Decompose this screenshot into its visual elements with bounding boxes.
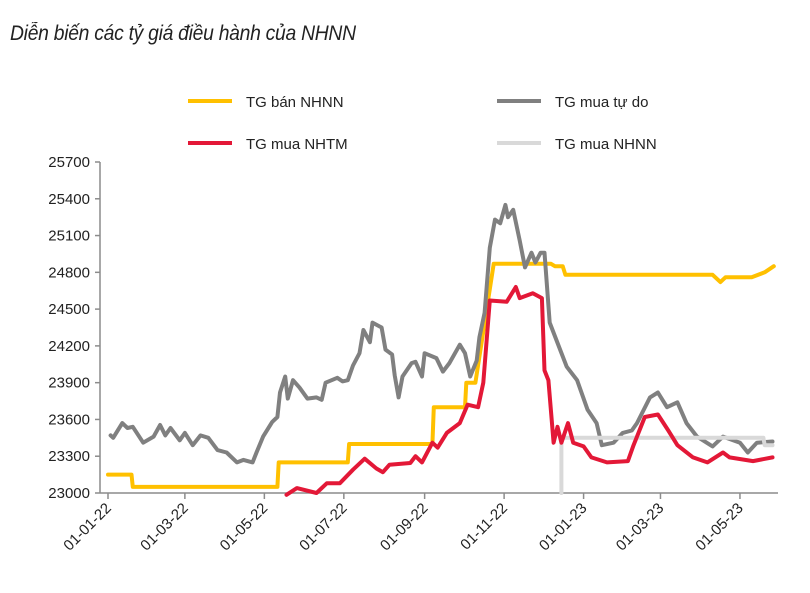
y-tick-label: 23300 — [48, 448, 90, 465]
x-tick-label: 01-05-23 — [692, 500, 746, 554]
series-line-1 — [106, 261, 776, 489]
y-tick-label: 24800 — [48, 264, 90, 281]
legend-label: TG bán NHNN — [246, 94, 344, 111]
x-tick-label: 01-09-22 — [377, 500, 431, 554]
x-tick-label: 01-05-22 — [217, 500, 271, 554]
y-tick-label: 23600 — [48, 411, 90, 428]
series-line-3 — [284, 285, 775, 497]
y-tick-label: 23000 — [48, 485, 90, 502]
legend-label: TG mua NHTM — [246, 136, 348, 153]
y-tick-label: 23900 — [48, 375, 90, 392]
chart-title: Diễn biến các tỷ giá điều hành của NHNN — [10, 22, 356, 45]
y-tick-label: 25400 — [48, 191, 90, 208]
y-tick-label: 24200 — [48, 338, 90, 355]
x-tick-label: 01-07-22 — [296, 500, 350, 554]
series-line-4 — [559, 435, 775, 495]
x-tick-label: 01-03-23 — [613, 500, 667, 554]
y-tick-label: 24500 — [48, 301, 90, 318]
legend-label: TG mua tự do — [555, 94, 648, 111]
x-tick-label: 01-11-22 — [457, 500, 511, 554]
x-tick-label: 01-01-23 — [536, 500, 590, 554]
legend-label: TG mua NHNN — [555, 136, 657, 153]
x-tick-label: 01-01-22 — [60, 500, 114, 554]
y-tick-label: 25100 — [48, 228, 90, 245]
x-tick-label: 01-03-22 — [137, 500, 191, 554]
y-tick-label: 25700 — [48, 154, 90, 171]
series-line-2 — [108, 202, 775, 465]
